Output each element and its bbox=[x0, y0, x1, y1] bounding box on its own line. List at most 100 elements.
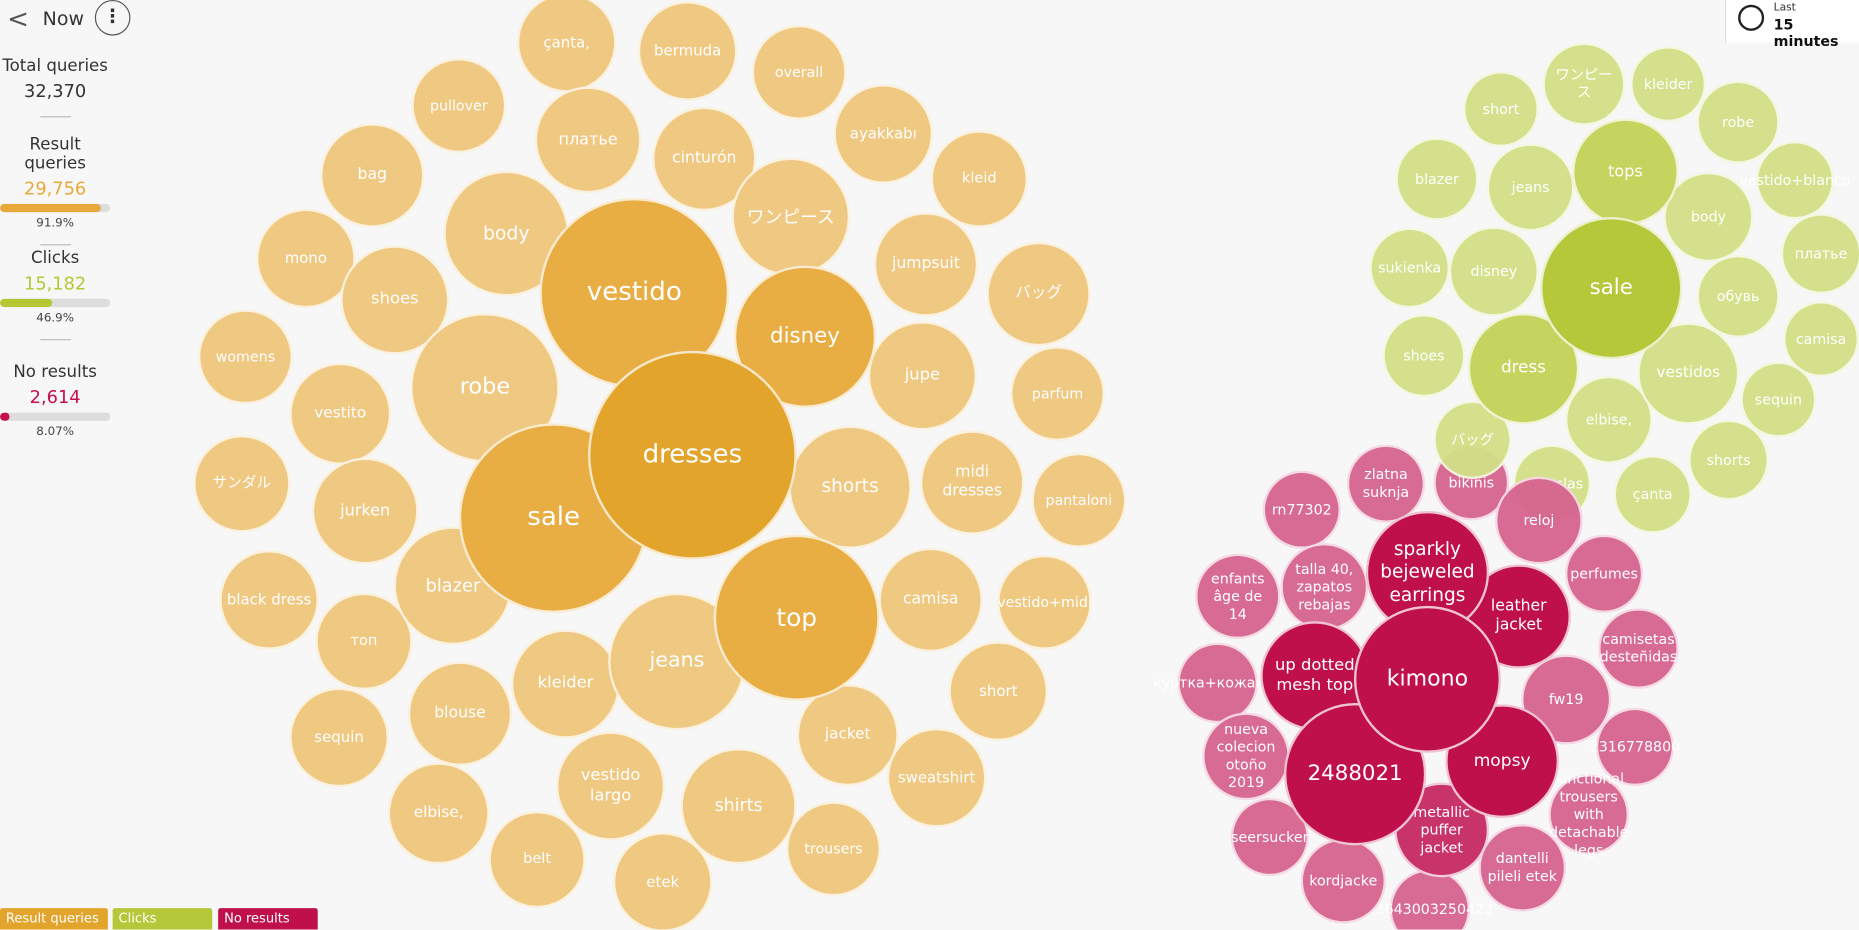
query-bubble[interactable]: midi dresses bbox=[920, 430, 1025, 535]
bubble-label: talla 40, zapatos rebajas bbox=[1295, 560, 1354, 613]
query-bubble[interactable]: jupe bbox=[867, 321, 977, 431]
query-bubble[interactable]: pantaloni bbox=[1031, 452, 1127, 548]
stat-percent: 46.9% bbox=[36, 311, 74, 325]
query-bubble[interactable]: black dress bbox=[219, 550, 319, 650]
query-bubble[interactable]: body bbox=[1663, 171, 1754, 263]
query-bubble[interactable]: shoes bbox=[1382, 314, 1466, 398]
query-bubble[interactable]: parfum bbox=[1010, 346, 1105, 442]
query-bubble[interactable]: ワンピース bbox=[731, 157, 851, 277]
query-bubble[interactable]: shirts bbox=[680, 748, 797, 865]
query-bubble[interactable]: tops bbox=[1572, 118, 1679, 226]
query-bubble[interactable]: çanta bbox=[1613, 455, 1692, 534]
query-bubble[interactable]: up dotted mesh top bbox=[1260, 621, 1370, 731]
query-bubble[interactable]: fw19 bbox=[1521, 654, 1612, 745]
query-bubble[interactable]: camisetas desteñidas bbox=[1598, 608, 1679, 689]
query-bubble[interactable]: kleider bbox=[1630, 46, 1707, 123]
query-bubble[interactable]: belt bbox=[488, 810, 586, 909]
query-bubble[interactable]: jacket bbox=[796, 684, 899, 787]
query-bubble[interactable]: elbise, bbox=[1564, 375, 1653, 464]
query-bubble[interactable]: çanta, bbox=[516, 0, 617, 93]
query-bubble[interactable]: talla 40, zapatos rebajas bbox=[1280, 543, 1369, 631]
bubble-label: short bbox=[979, 681, 1018, 700]
query-bubble[interactable]: vestidos bbox=[1637, 322, 1740, 425]
query-bubble[interactable]: short bbox=[948, 641, 1049, 741]
query-bubble[interactable]: платье bbox=[534, 86, 642, 194]
query-bubble[interactable]: ayakkabı bbox=[833, 84, 934, 184]
query-bubble[interactable]: disney bbox=[1448, 226, 1539, 317]
query-bubble[interactable]: blazer bbox=[393, 526, 513, 645]
stat-label: No results bbox=[13, 362, 97, 382]
query-bubble[interactable]: robe bbox=[1696, 80, 1780, 164]
query-bubble[interactable]: jumpsuit bbox=[873, 212, 979, 317]
query-bubble[interactable]: mopsy bbox=[1445, 704, 1560, 819]
query-bubble[interactable]: kimono bbox=[1353, 605, 1501, 753]
query-bubble[interactable]: vestido+blanco bbox=[1739, 141, 1851, 220]
query-bubble[interactable]: top bbox=[713, 534, 880, 701]
query-bubble[interactable]: enfants âge de 14 bbox=[1195, 553, 1281, 640]
query-bubble[interactable]: kordjacke bbox=[1300, 838, 1386, 924]
query-bubble[interactable]: jeans bbox=[1486, 143, 1575, 232]
query-bubble[interactable]: платье bbox=[1780, 213, 1859, 295]
query-bubble[interactable]: camisa bbox=[1783, 301, 1859, 378]
bubble-label: black dress bbox=[226, 590, 312, 609]
query-bubble[interactable]: kleid bbox=[930, 130, 1028, 228]
query-bubble[interactable]: camisa bbox=[878, 547, 983, 653]
query-bubble[interactable]: rn77302 bbox=[1262, 470, 1341, 549]
query-bubble[interactable]: womens bbox=[197, 309, 293, 405]
query-bubble[interactable]: sequin bbox=[1740, 361, 1817, 438]
query-bubble[interactable]: 03643003250422 bbox=[1366, 869, 1493, 930]
query-bubble[interactable]: trousers bbox=[786, 801, 881, 897]
query-bubble[interactable]: pullover bbox=[411, 58, 507, 153]
query-bubble[interactable]: kleider bbox=[510, 629, 621, 739]
query-bubble[interactable]: куртка+кожаная bbox=[1153, 642, 1282, 724]
query-bubble[interactable]: ワンピース bbox=[1542, 42, 1626, 126]
query-bubble[interactable]: sequin bbox=[289, 687, 389, 788]
query-bubble[interactable]: bermuda bbox=[637, 1, 738, 101]
progress-fill bbox=[0, 412, 9, 421]
bubble-label: blazer bbox=[425, 574, 481, 596]
query-bubble[interactable]: dresses bbox=[588, 350, 797, 560]
back-button[interactable]: < bbox=[7, 4, 29, 35]
query-bubble[interactable]: cinturón bbox=[652, 106, 757, 212]
separator bbox=[39, 339, 71, 341]
query-bubble[interactable]: vestito bbox=[289, 362, 392, 465]
legend-chip[interactable]: Result queries bbox=[0, 908, 108, 930]
query-bubble[interactable]: топ bbox=[315, 592, 413, 691]
query-bubble[interactable]: vestido largo bbox=[556, 731, 666, 841]
query-bubble[interactable]: perfumes bbox=[1564, 534, 1644, 613]
query-bubble[interactable]: dantelli pileli etek bbox=[1478, 823, 1567, 912]
stat: No results 2,614 8.07% bbox=[0, 362, 111, 439]
query-bubble[interactable]: nueva colecion otoño 2019 bbox=[1202, 712, 1290, 801]
query-bubble[interactable]: shorts bbox=[788, 425, 912, 549]
query-bubble[interactable]: elbise, bbox=[387, 762, 490, 865]
query-bubble[interactable]: overall bbox=[751, 24, 847, 120]
query-bubble[interactable]: sale bbox=[1540, 216, 1683, 360]
query-bubble[interactable]: vestido+midi bbox=[997, 554, 1092, 650]
stat-value: 2,614 bbox=[29, 386, 81, 408]
menu-button[interactable]: ⋮ bbox=[94, 0, 131, 36]
legend-chip[interactable]: No results bbox=[218, 908, 318, 930]
query-bubble[interactable]: functional trousers with detachable legs bbox=[1548, 770, 1630, 858]
query-bubble[interactable]: 2316778800 bbox=[1590, 707, 1680, 787]
query-bubble[interactable]: bag bbox=[320, 123, 425, 228]
query-bubble[interactable]: body bbox=[443, 170, 570, 297]
query-bubble[interactable]: short bbox=[1463, 71, 1539, 148]
query-bubble[interactable]: サンダル bbox=[193, 435, 291, 533]
bubble-label: バッグ bbox=[1015, 284, 1063, 303]
legend-chip[interactable]: Clicks bbox=[112, 908, 213, 930]
query-bubble[interactable]: etek bbox=[612, 832, 713, 930]
bubble-label: jurken bbox=[340, 500, 391, 520]
query-bubble[interactable]: blazer bbox=[1395, 137, 1479, 221]
query-bubble[interactable]: sweatshirt bbox=[886, 727, 987, 828]
query-bubble[interactable]: zlatna suknja bbox=[1346, 444, 1426, 523]
query-bubble[interactable]: jurken bbox=[311, 457, 419, 565]
query-bubble[interactable]: reloj bbox=[1495, 476, 1583, 565]
query-bubble[interactable]: mono bbox=[256, 208, 356, 309]
query-bubble[interactable]: обувь bbox=[1696, 254, 1780, 338]
time-selector[interactable]: Last 15 minutes bbox=[1725, 0, 1859, 50]
query-bubble[interactable]: shorts bbox=[1688, 419, 1769, 501]
query-bubble[interactable]: バッグ bbox=[986, 241, 1091, 347]
query-bubble[interactable]: blouse bbox=[407, 661, 513, 766]
query-bubble[interactable]: sukienka bbox=[1369, 227, 1450, 309]
